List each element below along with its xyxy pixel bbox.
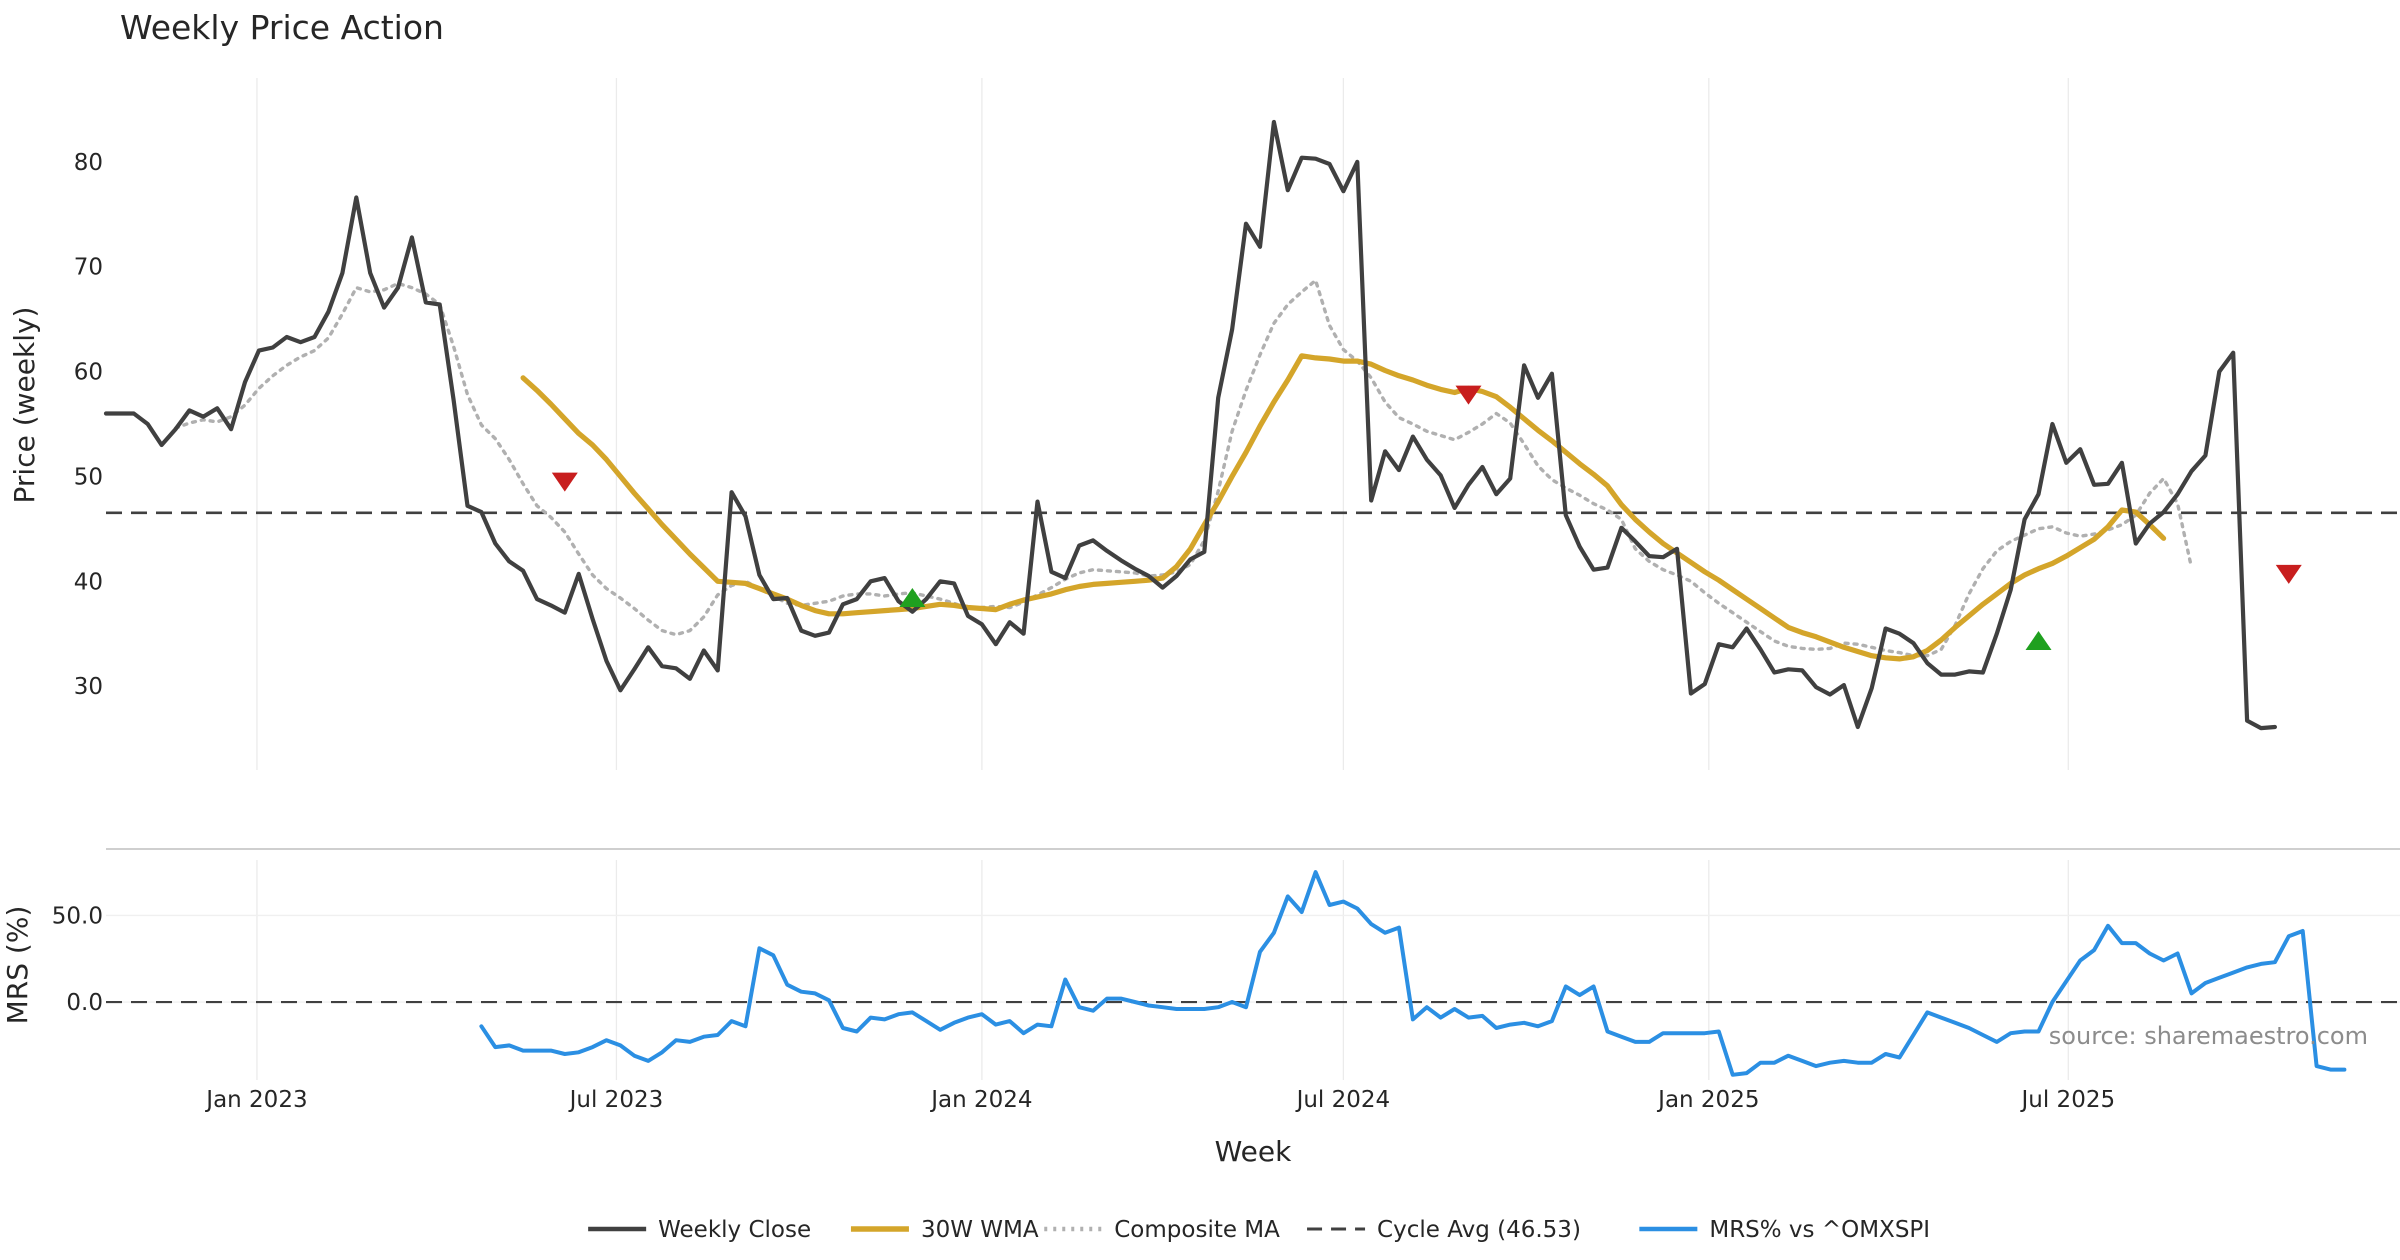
price-series [103, 119, 2277, 731]
buy-signal-marker [899, 588, 926, 608]
source-note: source: sharemaestro.com [2049, 1022, 2368, 1050]
x-tick-label: Jan 2025 [1656, 1087, 1759, 1113]
sell-signal-marker [551, 472, 578, 492]
sell-signal-marker [1455, 385, 1482, 405]
price-vertical-grid [256, 78, 2069, 770]
chart-title: Weekly Price Action [120, 8, 444, 47]
composite-ma-line [173, 278, 2194, 658]
price-y-tick-label: 80 [74, 150, 103, 176]
legend-label: MRS% vs ^OMXSPI [1709, 1217, 1930, 1243]
price-y-ticks: 30 40 50 60 70 80 [74, 150, 103, 700]
mrs-y-tick-label: 0.0 [66, 990, 103, 1016]
legend-label: 30W WMA [921, 1217, 1039, 1243]
signal-markers [551, 385, 2302, 651]
buy-signal-marker [2025, 631, 2052, 651]
price-y-tick-label: 50 [74, 464, 103, 490]
legend-item-30w-wma: 30W WMA [850, 1217, 1039, 1243]
mrs-y-tick-label: 50.0 [52, 903, 103, 929]
price-y-tick-label: 40 [74, 569, 103, 595]
legend-item-cycle-avg-46-53: Cycle Avg (46.53) [1307, 1217, 1581, 1243]
sell-signal-marker [2275, 564, 2302, 584]
legend-label: Composite MA [1114, 1217, 1280, 1243]
legend-item-weekly-close: Weekly Close [588, 1217, 811, 1243]
x-tick-label: Jul 2023 [568, 1087, 664, 1113]
x-axis-ticks: Jan 2023 Jul 2023 Jan 2024 Jul 2024 Jan 2025… [204, 1087, 2115, 1113]
x-axis-label: Week [1215, 1135, 1292, 1168]
x-tick-label: Jan 2023 [204, 1087, 307, 1113]
legend: Weekly Close 30W WMA Composite MA Cycle Avg… [588, 1217, 1930, 1243]
mrs-line [479, 870, 2347, 1077]
mrs-series [479, 870, 2347, 1077]
price-y-tick-label: 30 [74, 674, 103, 700]
mrs-y-axis-label: MRS (%) [1, 906, 34, 1025]
mrs-panel: 0.0 50.0 MRS (%) source: sharemaestro.com [1, 860, 2400, 1080]
x-tick-label: Jul 2025 [2020, 1087, 2116, 1113]
price-y-axis-label: Price (weekly) [8, 307, 41, 504]
legend-label: Cycle Avg (46.53) [1377, 1217, 1581, 1243]
price-panel: 30 40 50 60 70 80 Price (weekly) [8, 78, 2400, 770]
legend-item-composite-ma: Composite MA [1044, 1217, 1280, 1243]
legend-item-mrs-vs-omxspi: MRS% vs ^OMXSPI [1639, 1217, 1930, 1243]
price-y-tick-label: 60 [74, 360, 103, 386]
weekly-close-line [103, 119, 2277, 731]
30w-wma-line [520, 353, 2167, 662]
price-y-tick-label: 70 [74, 255, 103, 281]
legend-label: Weekly Close [658, 1217, 811, 1243]
x-tick-label: Jan 2024 [929, 1087, 1032, 1113]
mrs-y-ticks: 0.0 50.0 [52, 903, 103, 1016]
x-tick-label: Jul 2024 [1295, 1087, 1391, 1113]
